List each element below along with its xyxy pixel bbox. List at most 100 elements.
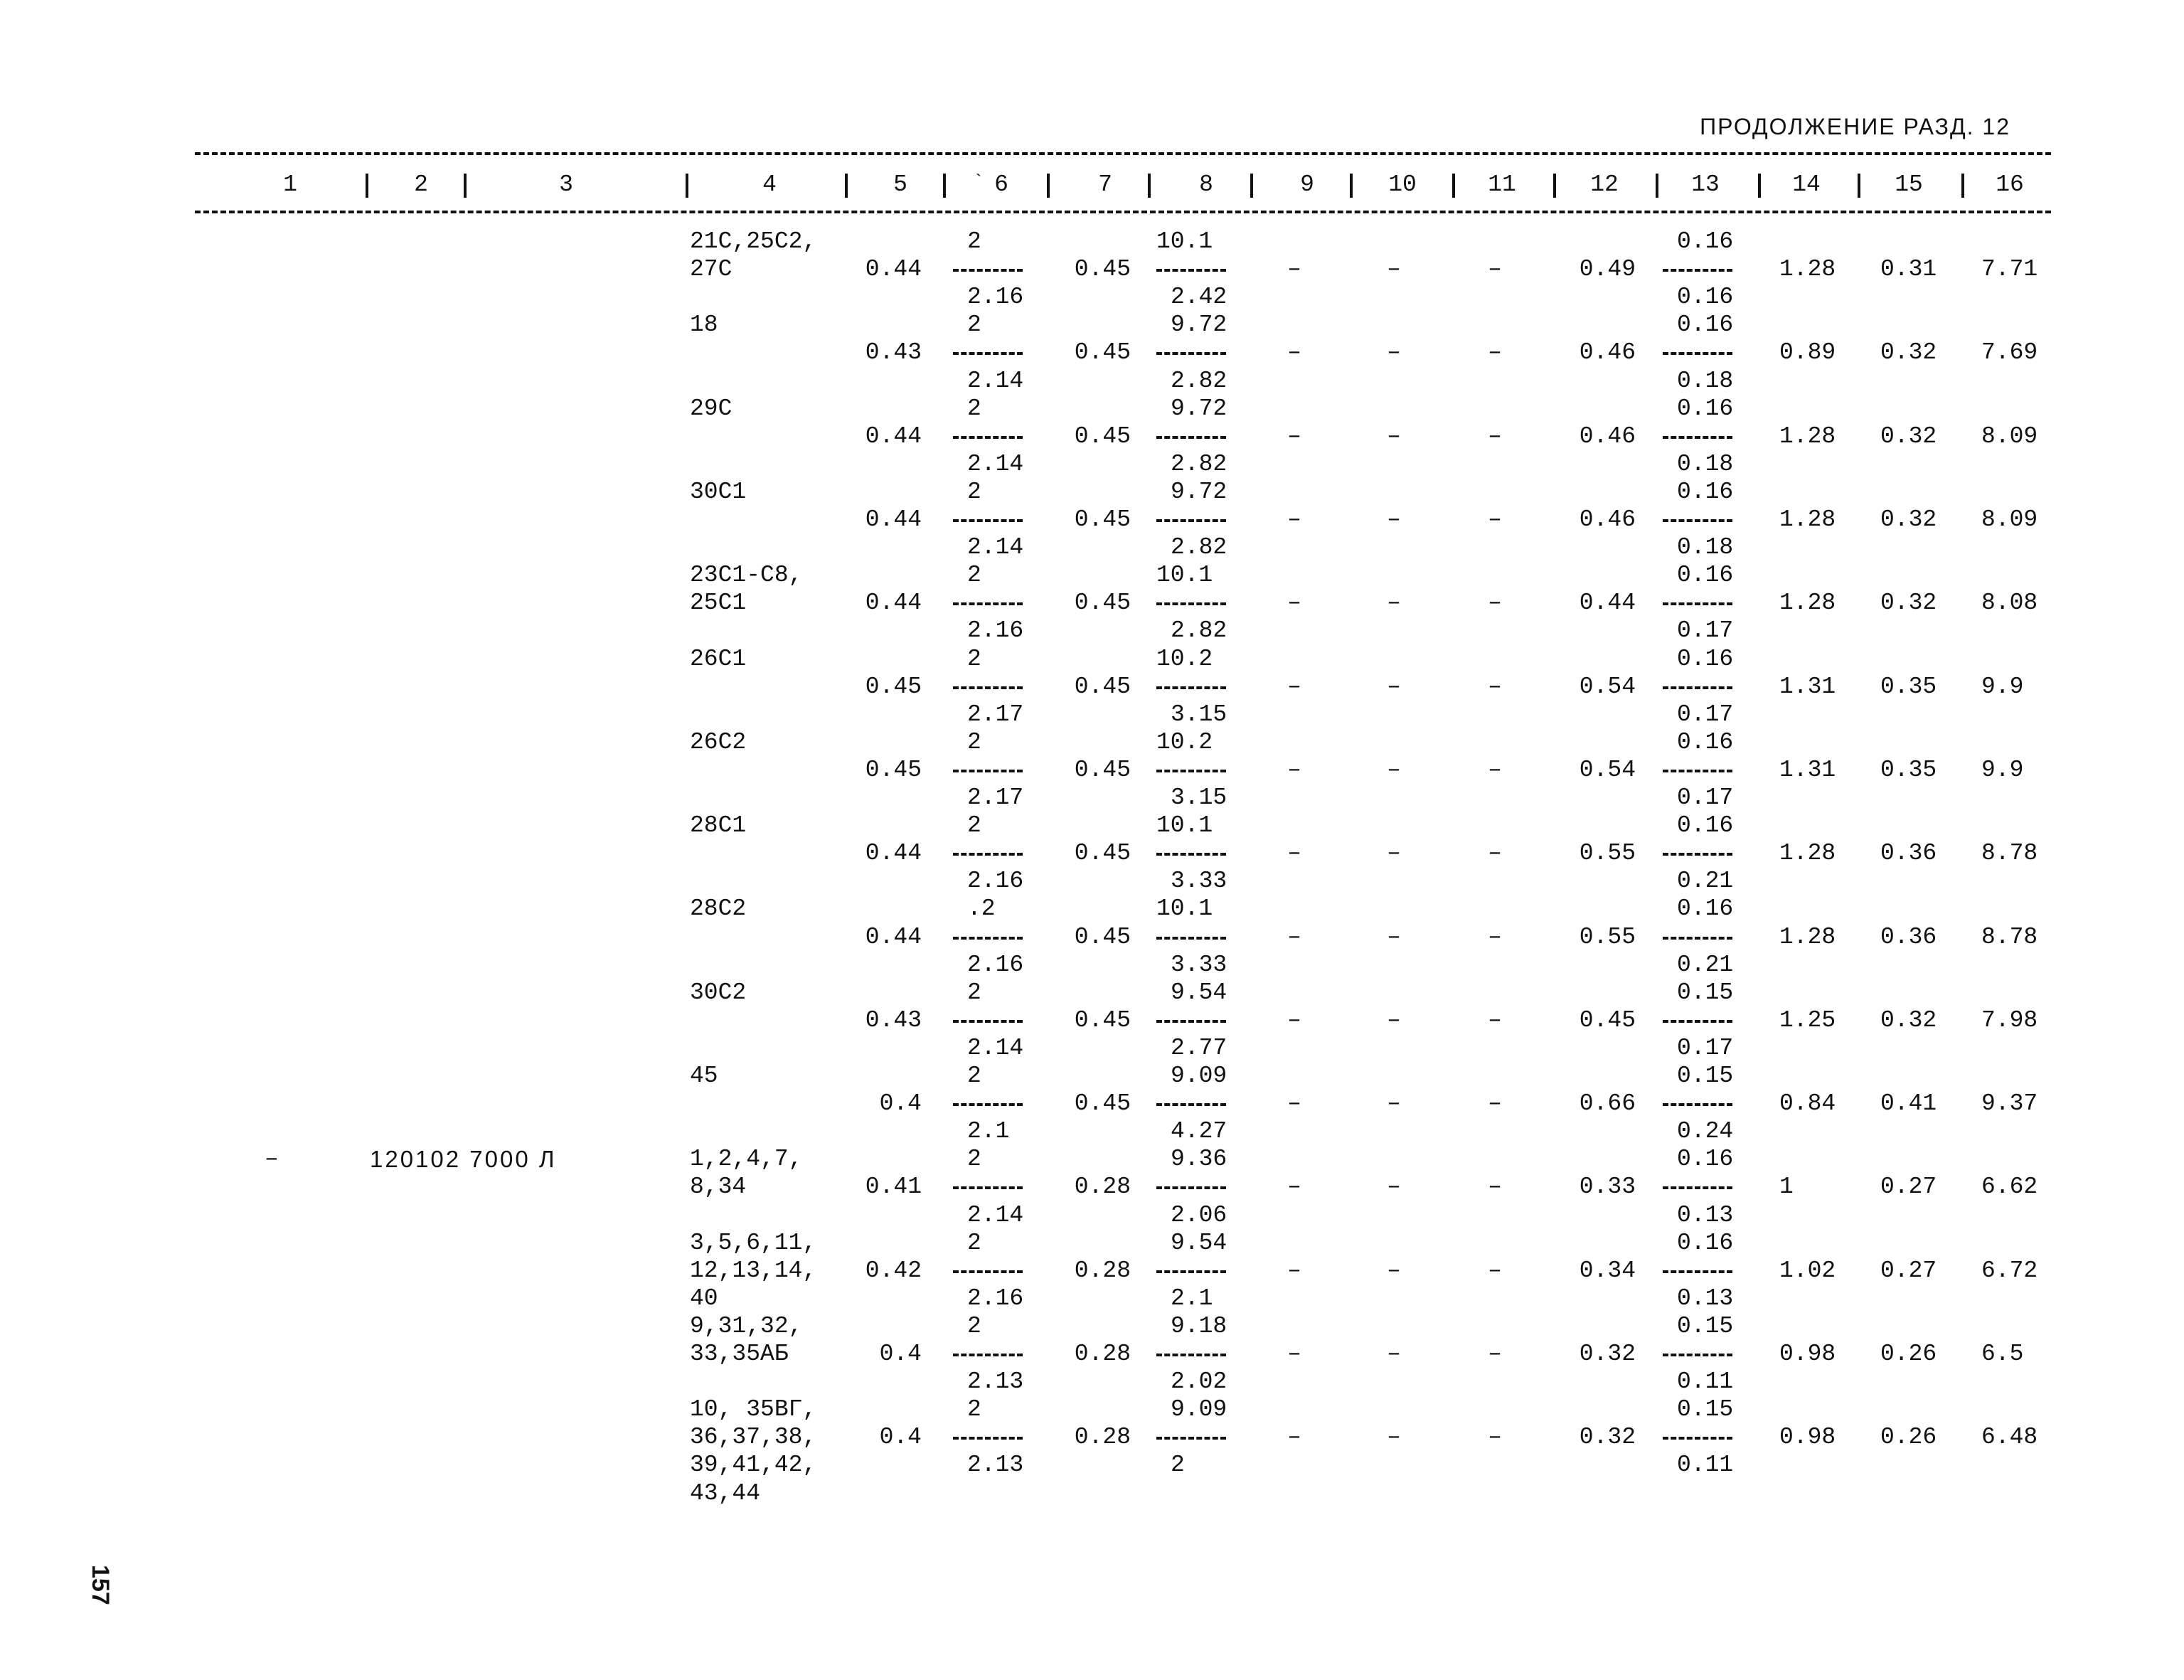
- c8-numerator: 9.72: [1171, 479, 1227, 505]
- c13-denominator: 0.13: [1677, 1285, 1734, 1312]
- c11-dash-cell: –: [1488, 757, 1502, 783]
- col4-label-line: 29С: [690, 395, 733, 422]
- column-separator: [1758, 174, 1761, 198]
- column-separator: [845, 174, 848, 198]
- c11-dash-cell: –: [1488, 1090, 1502, 1117]
- col7-cell: 0.45: [1074, 506, 1131, 533]
- col5-cell: 0.44: [865, 423, 922, 450]
- c13-numerator: 0.16: [1677, 895, 1734, 922]
- c13-fraction-bar: [1663, 1020, 1732, 1023]
- c15-cell: 0.27: [1880, 1174, 1937, 1200]
- c10-dash-cell: –: [1387, 1007, 1401, 1033]
- c13-numerator: 0.16: [1677, 312, 1734, 338]
- c13-fraction-bar: [1663, 853, 1732, 856]
- c10-dash-cell: –: [1387, 757, 1401, 783]
- c8-numerator: 10.1: [1156, 895, 1213, 922]
- c13-fraction-bar: [1663, 1354, 1732, 1356]
- c6-denominator: 2.17: [967, 701, 1024, 728]
- c8-fraction-bar: [1156, 770, 1226, 772]
- c13-denominator: 0.17: [1677, 617, 1734, 644]
- c10-dash-cell: –: [1387, 590, 1401, 616]
- c8-fraction-bar: [1156, 1270, 1226, 1273]
- col12-cell: 0.46: [1579, 423, 1636, 450]
- col4-label-line: 28С1: [690, 812, 747, 839]
- c10-dash-cell: –: [1387, 1258, 1401, 1284]
- c8-fraction-bar: [1156, 1103, 1226, 1106]
- c13-fraction-bar: [1663, 352, 1732, 355]
- c13-fraction-bar: [1663, 686, 1732, 689]
- c8-denominator: 2.82: [1171, 617, 1227, 644]
- c6-fraction-bar: [953, 519, 1023, 522]
- c13-denominator: 0.11: [1677, 1452, 1734, 1478]
- c16-cell: 7.71: [1981, 256, 2038, 282]
- col12-cell: 0.46: [1579, 339, 1636, 366]
- c11-dash-cell: –: [1488, 506, 1502, 533]
- column-separator: [943, 174, 946, 198]
- c11-dash-cell: –: [1488, 1174, 1502, 1200]
- c8-fraction-bar: [1156, 937, 1226, 940]
- c13-numerator: 0.16: [1677, 1230, 1734, 1256]
- c8-denominator: 2.77: [1171, 1035, 1227, 1061]
- c6-fraction-bar: [953, 853, 1023, 856]
- c9-dash-cell: –: [1287, 506, 1301, 533]
- col7-cell: 0.45: [1074, 840, 1131, 866]
- col4-label-line: 3,5,6,11,: [690, 1230, 817, 1256]
- col12-cell: 0.66: [1579, 1090, 1636, 1117]
- col4-label-line: 39,41,42,: [690, 1452, 817, 1478]
- c8-numerator: 10.1: [1156, 812, 1213, 839]
- c6-numerator: 2: [967, 228, 981, 255]
- c6-fraction-bar: [953, 1186, 1023, 1189]
- c11-dash-cell: –: [1488, 339, 1502, 366]
- c13-denominator: 0.21: [1677, 952, 1734, 978]
- c15-cell: 0.26: [1880, 1341, 1937, 1367]
- column-separator: [1047, 174, 1050, 198]
- c13-numerator: 0.16: [1677, 646, 1734, 672]
- c13-numerator: 0.16: [1677, 562, 1734, 588]
- c6-numerator: 2: [967, 812, 981, 839]
- c10-dash-cell: –: [1387, 1424, 1401, 1450]
- col4-label-line: 18: [690, 312, 718, 338]
- col7-cell: 0.45: [1074, 757, 1131, 783]
- column-header-4: 4: [762, 171, 777, 198]
- col4-label-line: 12,13,14,: [690, 1258, 817, 1284]
- c9-dash-cell: –: [1287, 1424, 1301, 1450]
- col12-cell: 0.46: [1579, 506, 1636, 533]
- c10-dash-cell: –: [1387, 1090, 1401, 1117]
- c9-dash-cell: –: [1287, 1090, 1301, 1117]
- c15-cell: 0.35: [1880, 757, 1937, 783]
- c8-numerator: 9.72: [1171, 395, 1227, 422]
- column-separator: [1858, 174, 1860, 198]
- c13-fraction-bar: [1663, 1103, 1732, 1106]
- c13-numerator: 0.16: [1677, 1146, 1734, 1172]
- c11-dash-cell: –: [1488, 674, 1502, 700]
- c8-denominator: 2.42: [1171, 284, 1227, 310]
- column-header-5: 5: [893, 171, 907, 198]
- col4-label-line: 23С1-С8,: [690, 562, 803, 588]
- header-top-rule: [195, 152, 2051, 155]
- c14-cell: 1.28: [1779, 924, 1836, 950]
- c6-numerator: 2: [967, 1396, 981, 1423]
- c13-denominator: 0.24: [1677, 1118, 1734, 1144]
- c15-cell: 0.36: [1880, 924, 1937, 950]
- col5-cell: 0.45: [865, 674, 922, 700]
- col12-cell: 0.55: [1579, 840, 1636, 866]
- c13-fraction-bar: [1663, 602, 1732, 605]
- c14-cell: 1.28: [1779, 840, 1836, 866]
- col5-cell: 0.4: [879, 1090, 922, 1117]
- column-header-3: 3: [559, 171, 573, 198]
- col12-cell: 0.44: [1579, 590, 1636, 616]
- c11-dash-cell: –: [1488, 1258, 1502, 1284]
- c16-cell: 6.5: [1981, 1341, 2024, 1367]
- page-number: 157: [87, 1565, 114, 1605]
- c10-dash-cell: –: [1387, 256, 1401, 282]
- col7-cell: 0.45: [1074, 339, 1131, 366]
- c13-denominator: 0.17: [1677, 701, 1734, 728]
- col7-cell: 0.28: [1074, 1424, 1131, 1450]
- c11-dash-cell: –: [1488, 924, 1502, 950]
- c8-denominator: 3.15: [1171, 701, 1227, 728]
- column-header-7: 7: [1098, 171, 1112, 198]
- c14-cell: 1.25: [1779, 1007, 1836, 1033]
- c16-cell: 7.69: [1981, 339, 2038, 366]
- col4-label-line: 10, 35ВГ,: [690, 1396, 817, 1423]
- c6-denominator: 2.13: [967, 1368, 1024, 1395]
